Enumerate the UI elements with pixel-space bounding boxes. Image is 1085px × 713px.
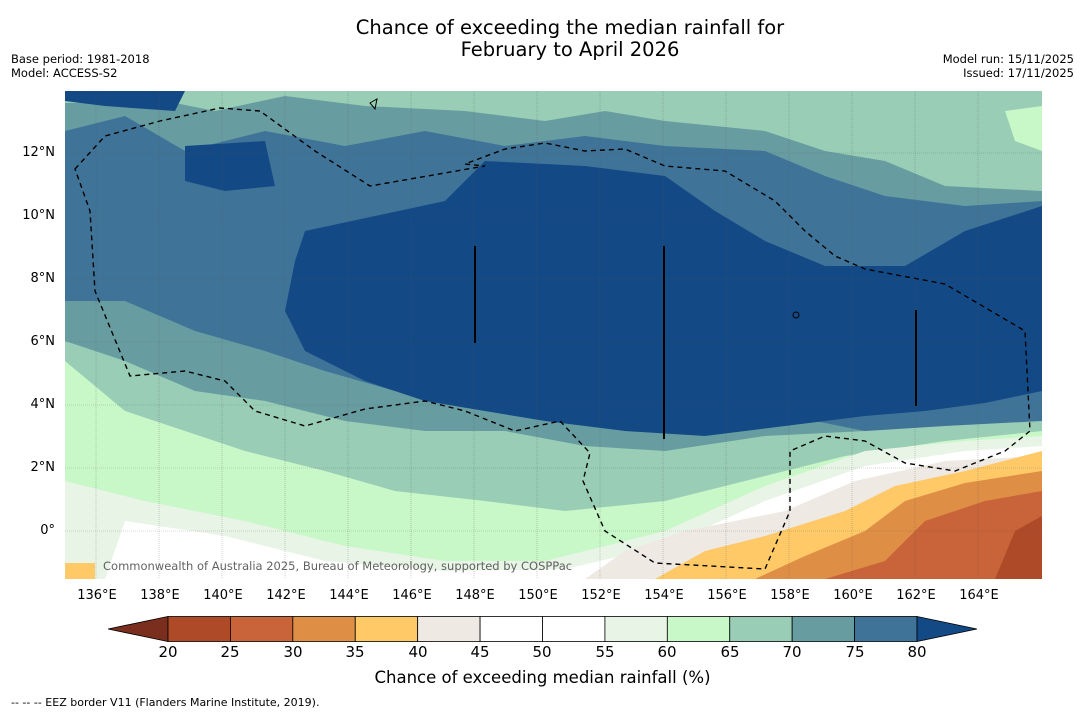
lat-label: 12°N bbox=[22, 145, 55, 160]
colorbar-cell bbox=[542, 616, 606, 642]
band-65-70-north bbox=[65, 91, 1042, 191]
band-35-40-sw bbox=[65, 563, 95, 579]
lon-label: 160°E bbox=[833, 588, 873, 603]
lon-label: 156°E bbox=[707, 588, 747, 603]
lon-label: 154°E bbox=[644, 588, 684, 603]
meta-left: Base period: 1981-2018 Model: ACCESS-S2 bbox=[11, 52, 150, 80]
lon-label: 144°E bbox=[329, 588, 369, 603]
colorbar-extend-low bbox=[108, 616, 169, 642]
colorbar-label: Chance of exceeding median rainfall (%) bbox=[374, 668, 711, 687]
model-name: Model: ACCESS-S2 bbox=[11, 66, 118, 80]
lon-label: 164°E bbox=[959, 588, 999, 603]
eez-border bbox=[74, 107, 1031, 570]
colorbar-tick: 65 bbox=[720, 643, 740, 661]
lon-label: 162°E bbox=[896, 588, 936, 603]
rainfall-map[interactable] bbox=[65, 91, 1042, 579]
lon-label: 148°E bbox=[455, 588, 495, 603]
colorbar-tick: 80 bbox=[907, 643, 927, 661]
colorbar-tick: 20 bbox=[158, 643, 178, 661]
map-title-line-1: Chance of exceeding the median rainfall … bbox=[355, 16, 785, 39]
credit-watermark: Commonwealth of Australia 2025, Bureau o… bbox=[103, 559, 573, 573]
colorbar-tick: 40 bbox=[408, 643, 428, 661]
eez-footnote: -- -- -- EEZ border V11 (Flanders Marine… bbox=[11, 696, 320, 709]
colorbar-cell bbox=[729, 616, 793, 642]
colorbar bbox=[108, 616, 978, 642]
band-80-nw bbox=[65, 91, 185, 111]
colorbar-cell bbox=[854, 616, 918, 642]
colorbar-cell bbox=[417, 616, 481, 642]
lat-label: 10°N bbox=[22, 208, 55, 223]
map-canvas bbox=[65, 91, 1042, 579]
colorbar-cell bbox=[604, 616, 668, 642]
lat-label: 0° bbox=[40, 523, 55, 538]
colorbar-cell bbox=[479, 616, 543, 642]
lat-label: 2°N bbox=[30, 460, 56, 475]
colorbar-cell bbox=[666, 616, 731, 642]
colorbar-tick: 60 bbox=[657, 643, 677, 661]
lon-label: 150°E bbox=[518, 588, 558, 603]
island-shape bbox=[369, 98, 378, 111]
colorbar-cell bbox=[791, 616, 855, 642]
band-80-north-blob bbox=[185, 141, 275, 191]
colorbar-tick: 35 bbox=[345, 643, 365, 661]
colorbar-cell bbox=[167, 616, 231, 642]
band-65-70-ne bbox=[845, 91, 1042, 146]
colorbar-tick: 30 bbox=[283, 643, 303, 661]
colorbar-cell bbox=[354, 616, 419, 642]
colorbar-tick: 55 bbox=[595, 643, 615, 661]
lat-label: 4°N bbox=[30, 397, 56, 412]
lon-label: 158°E bbox=[770, 588, 810, 603]
graticule bbox=[65, 91, 1042, 579]
lon-label: 152°E bbox=[581, 588, 621, 603]
colorbar-extend-high bbox=[916, 616, 978, 642]
band-25-30 bbox=[825, 491, 1042, 579]
island-dot bbox=[792, 311, 800, 319]
lon-label: 146°E bbox=[392, 588, 432, 603]
colorbar-cell bbox=[230, 616, 294, 642]
colorbar-tick: 45 bbox=[470, 643, 490, 661]
lat-label: 6°N bbox=[30, 334, 56, 349]
lon-label: 142°E bbox=[266, 588, 306, 603]
colorbar-tick: 75 bbox=[845, 643, 865, 661]
lon-label: 138°E bbox=[140, 588, 180, 603]
meta-right: Model run: 15/11/2025 Issued: 17/11/2025 bbox=[943, 52, 1074, 80]
lon-label: 136°E bbox=[77, 588, 117, 603]
map-title-line-2: February to April 2026 bbox=[460, 38, 680, 61]
band-60-65-ne bbox=[1005, 106, 1042, 151]
base-period: Base period: 1981-2018 bbox=[11, 52, 150, 66]
issued-date: Issued: 17/11/2025 bbox=[963, 66, 1074, 80]
colorbar-tick: 25 bbox=[220, 643, 240, 661]
lat-label: 8°N bbox=[30, 271, 56, 286]
colorbar-tick: 50 bbox=[532, 643, 552, 661]
colorbar-cell bbox=[292, 616, 356, 642]
lon-label: 140°E bbox=[203, 588, 243, 603]
band-20-25 bbox=[995, 516, 1042, 579]
model-run: Model run: 15/11/2025 bbox=[942, 52, 1074, 66]
colorbar-tick: 70 bbox=[782, 643, 802, 661]
